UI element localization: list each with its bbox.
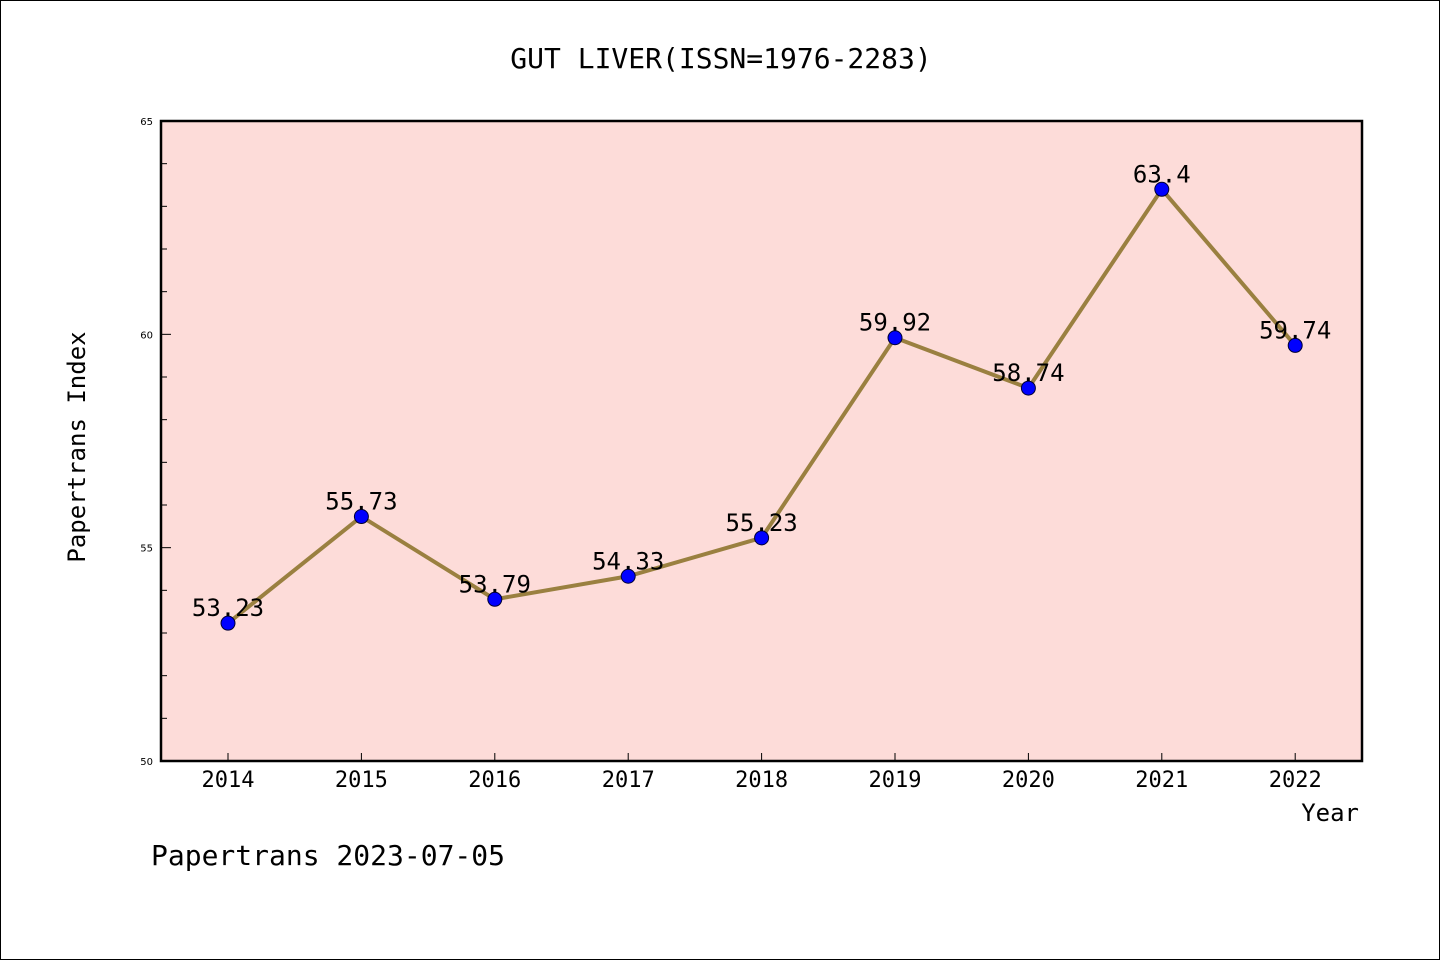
y-tick-label: 50 <box>140 757 153 768</box>
y-tick-label: 55 <box>140 544 153 555</box>
data-label: 58.74 <box>992 359 1064 387</box>
x-tick-label: 2021 <box>1135 768 1188 793</box>
x-axis-title: Year <box>1301 799 1359 827</box>
data-label: 59.74 <box>1259 316 1331 344</box>
y-tick-label: 60 <box>140 330 153 341</box>
x-tick-label: 2018 <box>735 768 788 793</box>
data-label: 53.23 <box>192 594 264 622</box>
x-axis: 2014 2015 2016 2017 2018 2019 2020 2021 2022 <box>202 753 1322 793</box>
chart-title: GUT LIVER(ISSN=1976-2283) <box>510 42 931 75</box>
data-point-marker <box>754 530 770 546</box>
footer-text: Papertrans 2023-07-05 <box>151 839 505 872</box>
data-point-marker <box>353 509 369 525</box>
markers-group <box>220 181 1303 631</box>
data-label: 55.23 <box>725 509 797 537</box>
x-tick-label: 2016 <box>468 768 521 793</box>
data-label: 53.79 <box>459 570 531 598</box>
x-tick-label: 2015 <box>335 768 388 793</box>
data-point-marker <box>1287 337 1303 353</box>
x-tick-label: 2017 <box>602 768 655 793</box>
data-label: 59.92 <box>859 309 931 337</box>
plot-area <box>159 119 1364 763</box>
y-axis: 50 55 60 65 <box>140 117 171 768</box>
x-tick-label: 2014 <box>202 768 255 793</box>
x-tick-label: 2019 <box>869 768 922 793</box>
data-point-marker <box>1020 380 1036 396</box>
data-point-marker <box>1154 181 1170 197</box>
y-axis-title: Papertrans Index <box>63 331 91 562</box>
data-labels-group: 53.23 55.73 53.79 54.33 55.23 59.92 58.74 63.4 5… <box>192 160 1331 622</box>
data-point-marker <box>887 330 903 346</box>
x-tick-label: 2020 <box>1002 768 1055 793</box>
y-tick-label: 65 <box>140 117 153 128</box>
data-point-marker <box>487 591 503 607</box>
data-point-marker <box>620 568 636 584</box>
data-label: 54.33 <box>592 547 664 575</box>
x-tick-label: 2022 <box>1269 768 1322 793</box>
data-label: 55.73 <box>325 488 397 516</box>
data-label: 63.4 <box>1133 160 1191 188</box>
data-point-marker <box>220 615 236 631</box>
